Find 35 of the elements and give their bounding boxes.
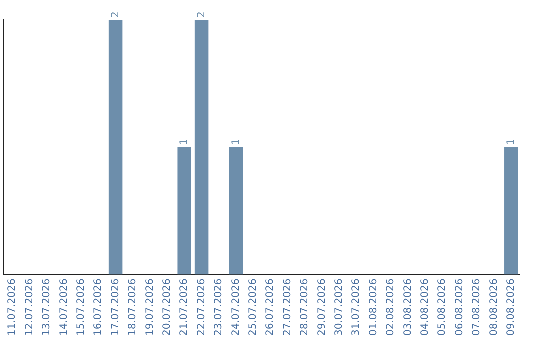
x-tick-label: 30.07.2026 <box>334 278 345 336</box>
x-tick-label: 08.08.2026 <box>488 278 500 336</box>
x-tick-label: 20.07.2026 <box>162 278 173 336</box>
data-label: 1 <box>179 138 190 146</box>
x-tick-label: 07.08.2026 <box>472 278 483 336</box>
x-tick-label: 22.07.2026 <box>196 278 208 336</box>
x-tick-label: 03.08.2026 <box>402 278 414 336</box>
x-tick-label: 23.07.2026 <box>214 278 225 336</box>
x-tick-label: 19.07.2026 <box>144 278 156 336</box>
x-tick-label: 01.08.2026 <box>368 278 380 336</box>
x-tick-label: 21.07.2026 <box>179 278 190 336</box>
x-tick-label: 05.08.2026 <box>437 278 448 336</box>
data-label: 2 <box>110 12 122 18</box>
x-tick-label: 02.08.2026 <box>386 278 397 336</box>
x-tick-label: 14.07.2026 <box>58 278 70 336</box>
x-tick-label: 09.08.2026 <box>506 278 517 336</box>
x-tick-label: 25.07.2026 <box>248 278 259 336</box>
x-tick-label: 16.07.2026 <box>93 278 104 336</box>
x-tick-label: 29.07.2026 <box>316 278 328 336</box>
data-label: 2 <box>196 12 208 18</box>
x-tick-label: 06.08.2026 <box>454 278 466 336</box>
x-tick-label: 17.07.2026 <box>110 278 122 336</box>
x-tick-label: 11.07.2026 <box>7 278 18 336</box>
x-tick-label: 15.07.2026 <box>76 278 87 336</box>
x-tick-label: 26.07.2026 <box>265 278 276 336</box>
data-label: 1 <box>506 138 517 146</box>
x-tick-label: 27.07.2026 <box>282 278 294 336</box>
x-tick-label: 04.08.2026 <box>420 278 431 336</box>
x-tick-label: 28.07.2026 <box>300 278 311 336</box>
x-tick-label: 13.07.2026 <box>42 278 53 336</box>
x-tick-label: 12.07.2026 <box>24 278 36 336</box>
data-label: 1 <box>230 138 242 146</box>
x-tick-label: 18.07.2026 <box>128 278 139 336</box>
x-tick-label: 31.07.2026 <box>351 278 362 336</box>
x-tick-label: 24.07.2026 <box>230 278 242 336</box>
